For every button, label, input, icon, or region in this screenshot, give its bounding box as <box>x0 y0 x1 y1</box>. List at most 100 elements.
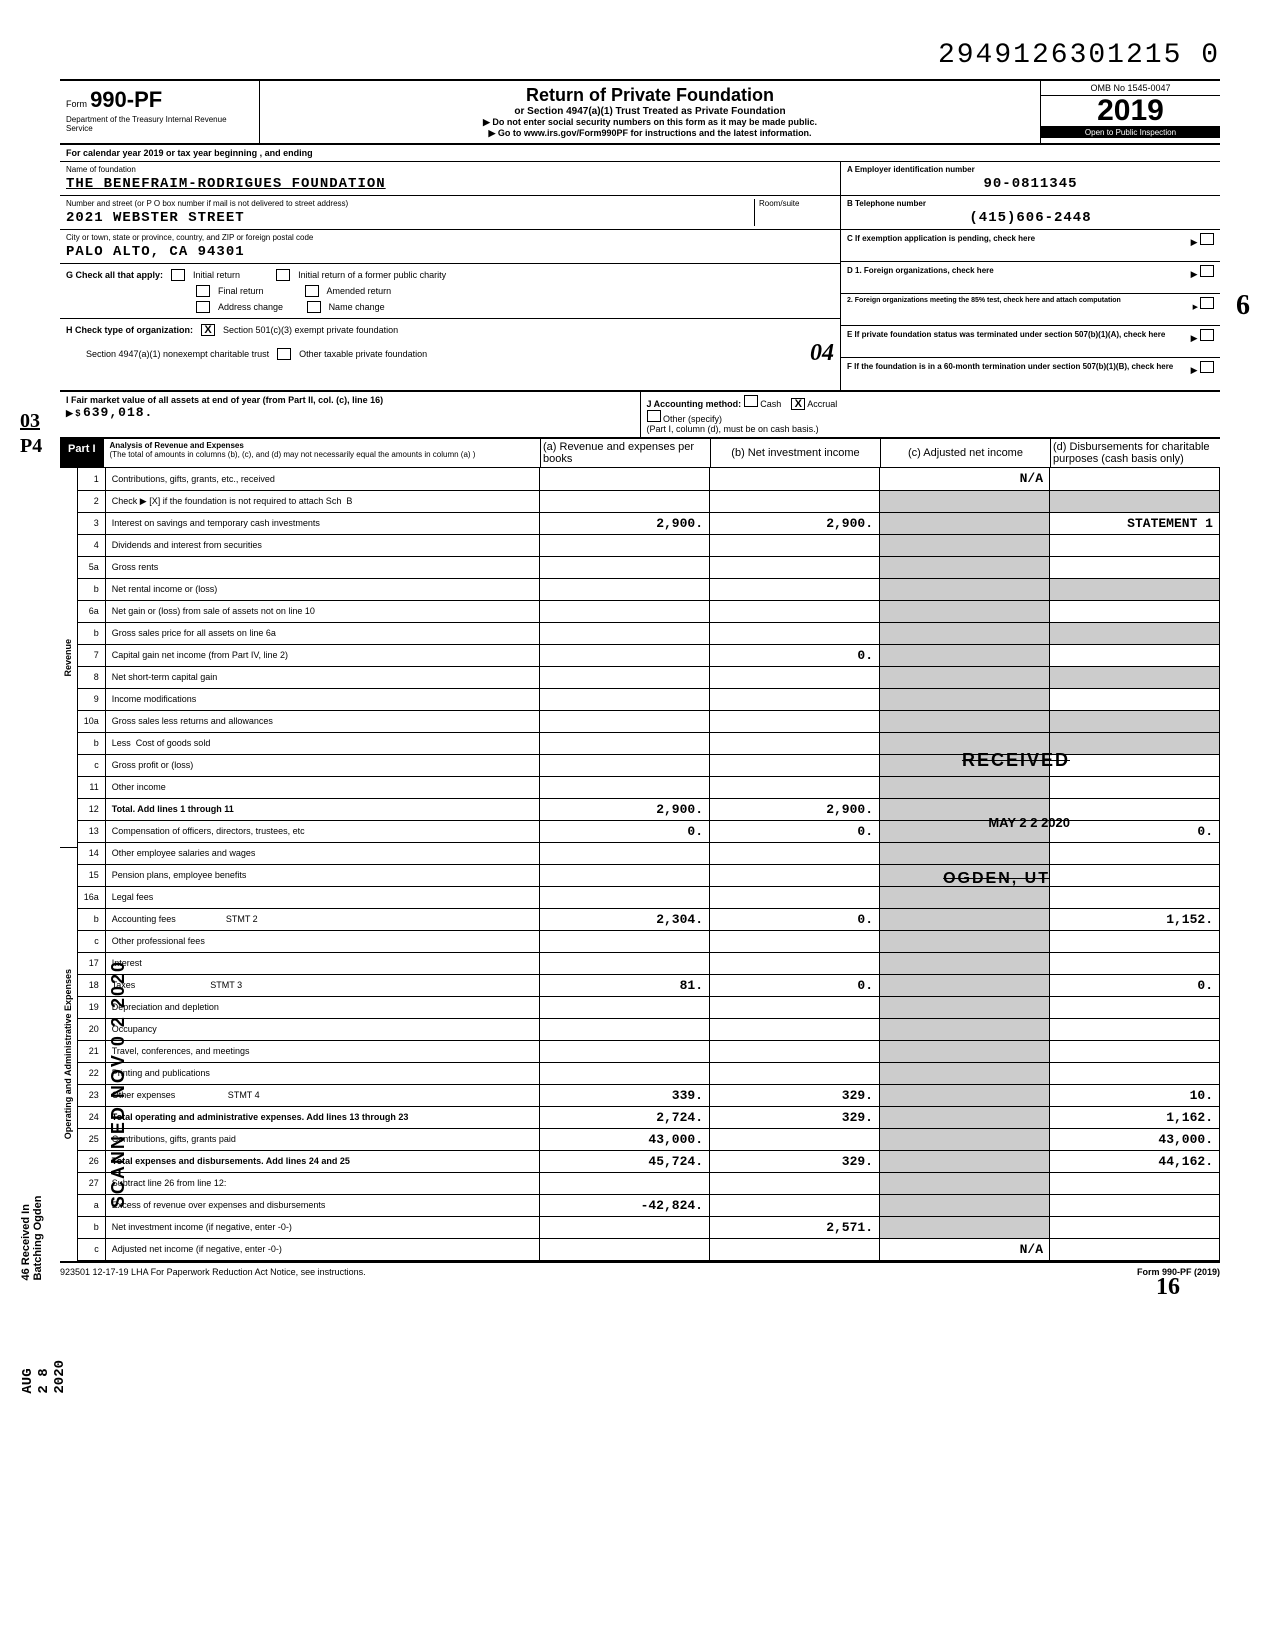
row-label: Capital gain net income (from Part IV, l… <box>105 644 539 666</box>
checkbox-amended[interactable] <box>305 285 319 297</box>
col-b-value: 329. <box>710 1084 880 1106</box>
row-label: Gross sales price for all assets on line… <box>105 622 539 644</box>
col-c-value <box>880 886 1050 908</box>
row-number: 11 <box>78 776 106 798</box>
box-b: B Telephone number (415)606-2448 <box>841 196 1220 230</box>
col-d-value <box>1050 622 1220 644</box>
table-row: cAdjusted net income (if negative, enter… <box>78 1238 1220 1260</box>
col-a-value: 45,724. <box>540 1150 710 1172</box>
row-label: Other professional fees <box>105 930 539 952</box>
row-number: 19 <box>78 996 106 1018</box>
col-c-value: N/A <box>880 468 1050 490</box>
box-f: F If the foundation is in a 60-month ter… <box>841 358 1220 390</box>
row-number: b <box>78 732 106 754</box>
checkbox-cash[interactable] <box>744 395 758 407</box>
col-d-value <box>1050 688 1220 710</box>
table-row: aExcess of revenue over expenses and dis… <box>78 1194 1220 1216</box>
col-a-value <box>540 644 710 666</box>
table-row: 10aGross sales less returns and allowanc… <box>78 710 1220 732</box>
handwritten-04: 04 <box>810 340 834 367</box>
checkbox-4947[interactable] <box>277 348 291 360</box>
col-a-value <box>540 1018 710 1040</box>
table-row: bNet investment income (if negative, ent… <box>78 1216 1220 1238</box>
row-number: 25 <box>78 1128 106 1150</box>
handwritten-03: 03 <box>20 410 40 433</box>
col-c-value <box>880 578 1050 600</box>
part1-header: Part I Analysis of Revenue and Expenses … <box>60 438 1220 468</box>
col-c-value <box>880 600 1050 622</box>
table-row: 20Occupancy <box>78 1018 1220 1040</box>
checkbox-name-change[interactable] <box>307 301 321 313</box>
col-d-value <box>1050 732 1220 754</box>
row-number: c <box>78 754 106 776</box>
col-a-value <box>540 1062 710 1084</box>
checkbox-f[interactable] <box>1200 361 1214 373</box>
col-d-value <box>1050 930 1220 952</box>
ein-label: A Employer identification number <box>847 165 1214 174</box>
col-b-value <box>710 578 880 600</box>
row-number: 24 <box>78 1106 106 1128</box>
section-h: H Check type of organization: Section 50… <box>60 319 840 372</box>
info-left: Name of foundation THE BENEFRAIM-RODRIGU… <box>60 162 840 390</box>
row-label: Total operating and administrative expen… <box>105 1106 539 1128</box>
checkbox-address[interactable] <box>196 301 210 313</box>
col-d-value <box>1050 1194 1220 1216</box>
header-title: Return of Private Foundation <box>264 85 1036 106</box>
row-number: 8 <box>78 666 106 688</box>
checkbox-e[interactable] <box>1200 329 1214 341</box>
col-a-value: 0. <box>540 820 710 842</box>
row-label: Subtract line 26 from line 12: <box>105 1172 539 1194</box>
col-b-value <box>710 1040 880 1062</box>
table-row: 1Contributions, gifts, grants, etc., rec… <box>78 468 1220 490</box>
row-label: Contributions, gifts, grants paid <box>105 1128 539 1150</box>
checkbox-d2[interactable] <box>1200 297 1214 309</box>
checkbox-d1[interactable] <box>1200 265 1214 277</box>
box-a: A Employer identification number 90-0811… <box>841 162 1220 196</box>
col-a-value: 81. <box>540 974 710 996</box>
col-c-value <box>880 1084 1050 1106</box>
col-a-value: 339. <box>540 1084 710 1106</box>
checkbox-c[interactable] <box>1200 233 1214 245</box>
box-c: C If exemption application is pending, c… <box>841 230 1220 262</box>
form-container: 2949126301215 0 Form 990-PF Department o… <box>60 40 1220 1281</box>
table-row: 4Dividends and interest from securities <box>78 534 1220 556</box>
row-label: Other expenses STMT 4 <box>105 1084 539 1106</box>
table-row: 6aNet gain or (loss) from sale of assets… <box>78 600 1220 622</box>
checkbox-initial[interactable] <box>171 269 185 281</box>
table-row: 18Taxes STMT 381.0.0. <box>78 974 1220 996</box>
foundation-address: 2021 WEBSTER STREET <box>66 210 754 226</box>
row-number: 21 <box>78 1040 106 1062</box>
col-b-value <box>710 600 880 622</box>
sidebar-labels: Revenue Operating and Administrative Exp… <box>60 468 78 1261</box>
col-d-value <box>1050 534 1220 556</box>
checkbox-501c3[interactable] <box>201 324 215 336</box>
checkbox-accrual[interactable] <box>791 398 805 410</box>
col-b-value: 0. <box>710 974 880 996</box>
checkbox-other[interactable] <box>647 410 661 422</box>
col-a-value <box>540 864 710 886</box>
checkbox-final[interactable] <box>196 285 210 297</box>
box-d1: D 1. Foreign organizations, check here ▶ <box>841 262 1220 294</box>
header-center: Return of Private Foundation or Section … <box>260 81 1040 143</box>
row-number: 2 <box>78 490 106 512</box>
col-c-value <box>880 534 1050 556</box>
form-label: Form <box>66 99 87 109</box>
room-label: Room/suite <box>759 199 834 208</box>
col-a-value <box>540 556 710 578</box>
row-number: 9 <box>78 688 106 710</box>
row-number: 10a <box>78 710 106 732</box>
col-b-header: (b) Net investment income <box>710 439 880 467</box>
col-b-value <box>710 1194 880 1216</box>
tax-year: 2019 <box>1041 96 1220 126</box>
row-label: Compensation of officers, directors, tru… <box>105 820 539 842</box>
col-b-value: 0. <box>710 644 880 666</box>
row-number: c <box>78 1238 106 1260</box>
col-d-value <box>1050 490 1220 512</box>
table-row: bAccounting fees STMT 22,304.0.1,152. <box>78 908 1220 930</box>
checkbox-former-charity[interactable] <box>276 269 290 281</box>
city-cell: City or town, state or province, country… <box>60 230 840 264</box>
table-row: 23Other expenses STMT 4339.329.10. <box>78 1084 1220 1106</box>
col-a-value <box>540 666 710 688</box>
table-row: bNet rental income or (loss) <box>78 578 1220 600</box>
row-number: 20 <box>78 1018 106 1040</box>
